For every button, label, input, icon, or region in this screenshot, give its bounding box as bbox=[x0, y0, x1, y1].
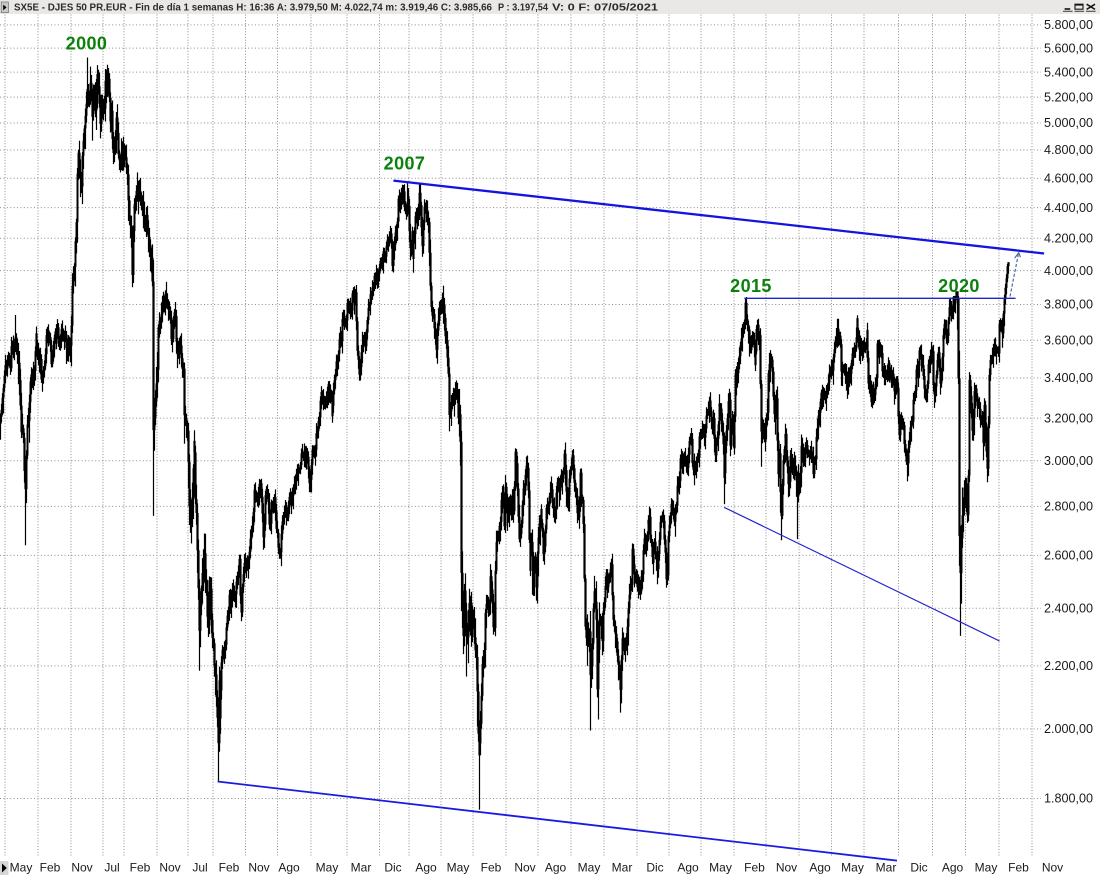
svg-text:2.200,00: 2.200,00 bbox=[1044, 659, 1093, 673]
svg-text:Jul: Jul bbox=[192, 861, 207, 875]
svg-text:May: May bbox=[447, 861, 470, 875]
svg-text:Feb: Feb bbox=[40, 861, 61, 875]
svg-text:Dic: Dic bbox=[646, 861, 663, 875]
svg-text:4.800,00: 4.800,00 bbox=[1044, 143, 1093, 157]
svg-text:Feb: Feb bbox=[219, 861, 240, 875]
svg-text:3.600,00: 3.600,00 bbox=[1044, 333, 1093, 347]
svg-text:5.600,00: 5.600,00 bbox=[1044, 41, 1093, 55]
svg-text:3.400,00: 3.400,00 bbox=[1044, 371, 1093, 385]
svg-text:5.400,00: 5.400,00 bbox=[1044, 65, 1093, 79]
svg-text:Mar: Mar bbox=[612, 861, 633, 875]
svg-text:4.400,00: 4.400,00 bbox=[1044, 201, 1093, 215]
svg-text:V: 0 F: 07/05/2021: V: 0 F: 07/05/2021 bbox=[552, 2, 658, 14]
svg-text:2.400,00: 2.400,00 bbox=[1044, 602, 1093, 616]
svg-text:2020: 2020 bbox=[938, 276, 980, 296]
svg-text:Dic: Dic bbox=[910, 861, 927, 875]
svg-text:5.200,00: 5.200,00 bbox=[1044, 90, 1093, 104]
svg-text:Ago: Ago bbox=[278, 861, 300, 875]
svg-text:May: May bbox=[10, 861, 33, 875]
svg-text:P : 3.197,54: P : 3.197,54 bbox=[498, 2, 548, 14]
svg-text:2000: 2000 bbox=[66, 34, 108, 54]
svg-text:Nov: Nov bbox=[1042, 861, 1063, 875]
svg-text:2015: 2015 bbox=[730, 276, 772, 296]
svg-text:May: May bbox=[709, 861, 732, 875]
svg-text:1.800,00: 1.800,00 bbox=[1044, 792, 1093, 806]
svg-text:Feb: Feb bbox=[1008, 861, 1029, 875]
svg-text:Nov: Nov bbox=[248, 861, 269, 875]
svg-text:Feb: Feb bbox=[481, 861, 502, 875]
svg-text:Nov: Nov bbox=[159, 861, 180, 875]
svg-text:Ago: Ago bbox=[545, 861, 567, 875]
svg-text:2.000,00: 2.000,00 bbox=[1044, 722, 1093, 736]
svg-text:4.000,00: 4.000,00 bbox=[1044, 264, 1093, 278]
svg-text:Ago: Ago bbox=[415, 861, 437, 875]
svg-text:SX5E - DJES 50 PR.EUR - Fin de: SX5E - DJES 50 PR.EUR - Fin de día 1 sem… bbox=[14, 2, 492, 14]
svg-text:Mar: Mar bbox=[351, 861, 372, 875]
svg-text:2.800,00: 2.800,00 bbox=[1044, 500, 1093, 514]
svg-text:Mar: Mar bbox=[876, 861, 897, 875]
svg-text:2007: 2007 bbox=[384, 154, 426, 174]
svg-text:Nov: Nov bbox=[776, 861, 797, 875]
svg-text:3.200,00: 3.200,00 bbox=[1044, 411, 1093, 425]
svg-text:3.800,00: 3.800,00 bbox=[1044, 298, 1093, 312]
svg-text:Ago: Ago bbox=[809, 861, 831, 875]
svg-text:May: May bbox=[578, 861, 601, 875]
svg-text:4.600,00: 4.600,00 bbox=[1044, 171, 1093, 185]
svg-text:5.000,00: 5.000,00 bbox=[1044, 116, 1093, 130]
svg-text:2.600,00: 2.600,00 bbox=[1044, 549, 1093, 563]
svg-text:Nov: Nov bbox=[514, 861, 535, 875]
svg-text:3.000,00: 3.000,00 bbox=[1044, 454, 1093, 468]
svg-text:May: May bbox=[316, 861, 339, 875]
svg-text:Jul: Jul bbox=[104, 861, 119, 875]
svg-text:May: May bbox=[841, 861, 864, 875]
svg-text:May: May bbox=[975, 861, 998, 875]
svg-text:Ago: Ago bbox=[942, 861, 964, 875]
svg-text:Ago: Ago bbox=[677, 861, 699, 875]
svg-text:Feb: Feb bbox=[744, 861, 765, 875]
svg-text:Dic: Dic bbox=[384, 861, 401, 875]
svg-text:Feb: Feb bbox=[130, 861, 151, 875]
svg-text:Nov: Nov bbox=[71, 861, 92, 875]
svg-text:4.200,00: 4.200,00 bbox=[1044, 232, 1093, 246]
svg-text:5.800,00: 5.800,00 bbox=[1044, 18, 1093, 32]
